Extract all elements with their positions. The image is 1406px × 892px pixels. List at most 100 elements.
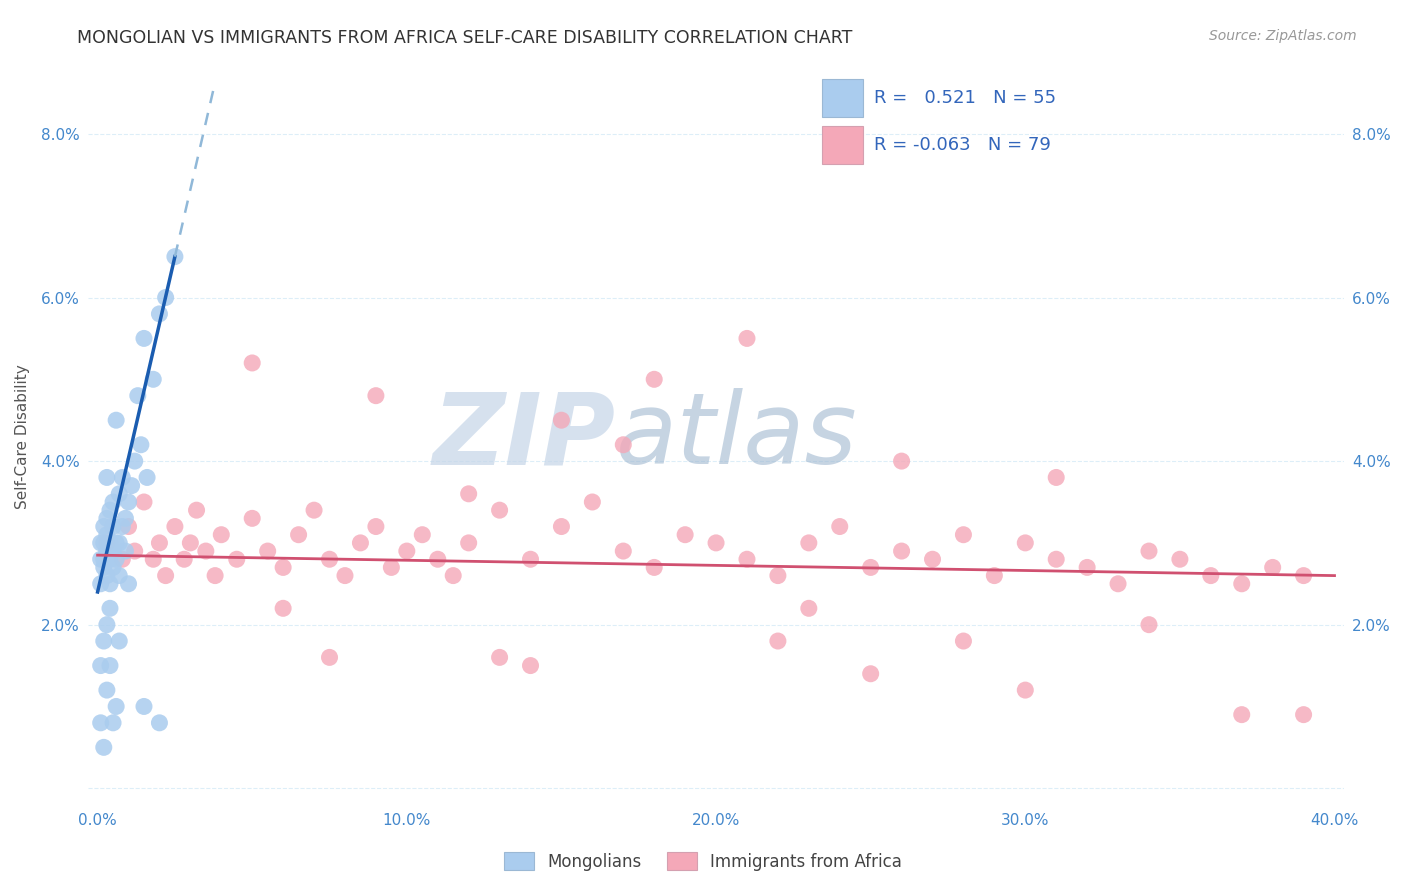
Point: [426, 552, 449, 566]
Point: [124, 544, 146, 558]
Point: [735, 552, 758, 566]
Point: [612, 544, 634, 558]
Point: [550, 413, 572, 427]
Point: [101, 519, 124, 533]
Point: [643, 372, 665, 386]
Point: [96, 527, 118, 541]
Point: [1261, 560, 1284, 574]
Point: [194, 544, 217, 558]
Point: [142, 372, 165, 386]
Point: [797, 601, 820, 615]
Point: [550, 519, 572, 533]
Point: [271, 560, 294, 574]
Point: [111, 470, 134, 484]
Point: [105, 536, 128, 550]
Point: [98, 601, 121, 615]
Point: [93, 536, 115, 550]
Point: [132, 699, 155, 714]
Point: [318, 552, 340, 566]
Point: [93, 552, 115, 566]
Point: [121, 478, 143, 492]
Point: [98, 552, 121, 566]
Point: [108, 568, 131, 582]
Point: [98, 658, 121, 673]
Point: [101, 544, 124, 558]
Point: [111, 519, 134, 533]
Point: [302, 503, 325, 517]
Point: [1045, 552, 1067, 566]
Point: [101, 560, 124, 574]
Point: [124, 454, 146, 468]
Point: [105, 413, 128, 427]
Point: [488, 503, 510, 517]
Point: [457, 487, 479, 501]
Point: [1199, 568, 1222, 582]
Point: [142, 552, 165, 566]
Point: [318, 650, 340, 665]
Point: [96, 470, 118, 484]
Point: [129, 438, 152, 452]
Text: atlas: atlas: [616, 388, 858, 485]
Text: Source: ZipAtlas.com: Source: ZipAtlas.com: [1209, 29, 1357, 44]
Point: [132, 495, 155, 509]
Point: [179, 536, 201, 550]
Point: [111, 552, 134, 566]
Point: [519, 658, 541, 673]
Point: [952, 527, 974, 541]
Point: [105, 699, 128, 714]
Point: [127, 389, 149, 403]
Point: [921, 552, 943, 566]
Point: [225, 552, 247, 566]
Point: [612, 438, 634, 452]
Point: [441, 568, 464, 582]
Point: [1168, 552, 1191, 566]
Point: [117, 495, 139, 509]
Text: ZIP: ZIP: [433, 388, 616, 485]
Point: [98, 536, 121, 550]
Point: [287, 527, 309, 541]
Point: [411, 527, 433, 541]
Point: [93, 634, 115, 648]
Point: [488, 650, 510, 665]
Point: [96, 511, 118, 525]
Point: [209, 527, 232, 541]
Point: [101, 495, 124, 509]
Point: [859, 560, 882, 574]
Point: [1230, 707, 1253, 722]
Point: [117, 576, 139, 591]
Point: [1230, 576, 1253, 591]
Point: [240, 511, 263, 525]
Point: [364, 389, 387, 403]
Point: [349, 536, 371, 550]
Point: [735, 331, 758, 345]
Point: [890, 454, 912, 468]
Point: [90, 715, 112, 730]
Point: [859, 666, 882, 681]
Point: [1076, 560, 1098, 574]
Point: [333, 568, 356, 582]
Point: [90, 658, 112, 673]
Point: [1292, 707, 1315, 722]
Point: [828, 519, 851, 533]
Point: [96, 683, 118, 698]
Point: [96, 544, 118, 558]
Point: [1137, 544, 1160, 558]
Point: [643, 560, 665, 574]
Point: [890, 544, 912, 558]
Point: [108, 536, 131, 550]
Point: [1014, 683, 1036, 698]
Point: [96, 617, 118, 632]
Point: [148, 307, 170, 321]
Point: [952, 634, 974, 648]
Point: [673, 527, 696, 541]
Point: [380, 560, 402, 574]
Point: [240, 356, 263, 370]
Point: [108, 487, 131, 501]
Point: [983, 568, 1005, 582]
Y-axis label: Self-Care Disability: Self-Care Disability: [15, 364, 30, 509]
Point: [1292, 568, 1315, 582]
Point: [98, 503, 121, 517]
Point: [457, 536, 479, 550]
Point: [108, 634, 131, 648]
Point: [90, 552, 112, 566]
